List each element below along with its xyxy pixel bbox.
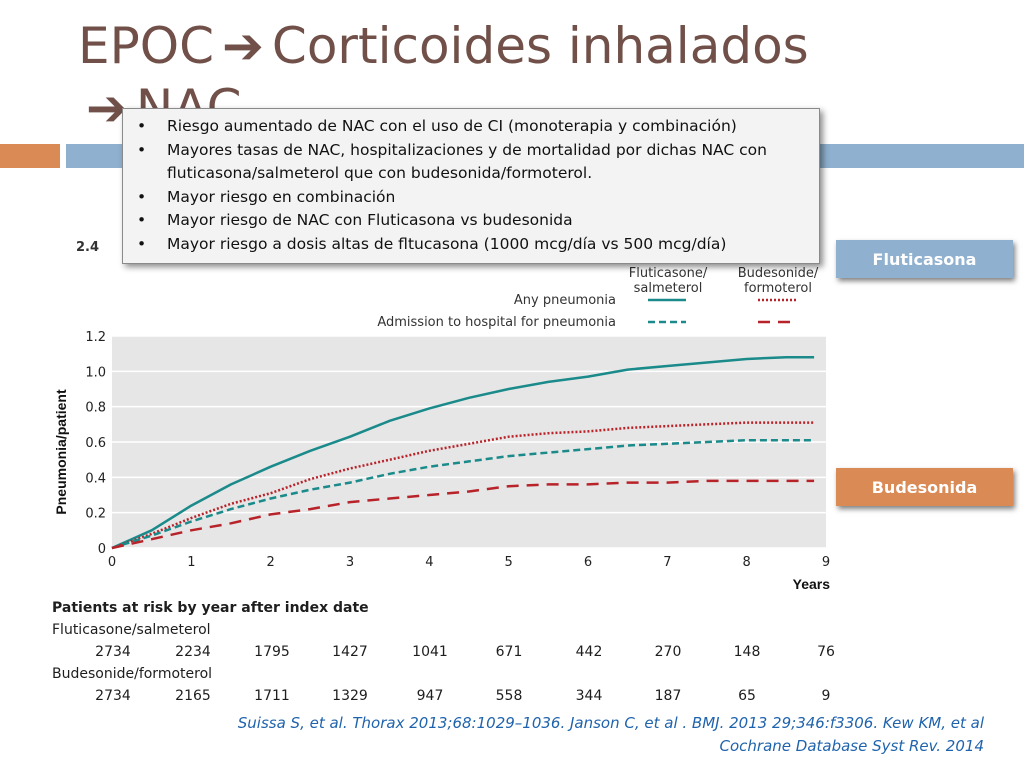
y-axis-label: Pneumonia/patient (53, 389, 69, 515)
bullet-item: Mayores tasas de NAC, hospitalizaciones … (137, 139, 819, 186)
reference-line-1: Suissa S, et al. Thorax 2013;68:1029–103… (237, 714, 984, 732)
series-line-0 (111, 355, 815, 550)
x-tick-label: 7 (663, 555, 671, 570)
arrow-right-icon: ➔ (222, 17, 264, 75)
legend: Fluticasone/ salmeterol Budesonide/ form… (377, 266, 819, 330)
y-tick-label: 1.2 (85, 330, 106, 345)
x-tick-label: 6 (584, 555, 592, 570)
bullet-list: Riesgo aumentado de NAC con el uso de CI… (123, 115, 819, 256)
title-part1: EPOC (78, 17, 215, 75)
partial-axis-label: 2.4 (76, 240, 100, 255)
risk-row-name: Budesonide/formoterol (52, 666, 213, 682)
legend-col-fluticasone-2: salmeterol (634, 281, 703, 296)
label-budesonida: Budesonida (836, 468, 1013, 506)
risk-cell: 2734 (95, 688, 131, 704)
risk-cell: 187 (654, 688, 682, 704)
legend-col-budesonide-2: formoterol (744, 281, 812, 296)
series-line-2 (111, 438, 815, 550)
risk-cell: 1795 (254, 644, 290, 660)
risk-cell: 344 (575, 688, 603, 704)
legend-col-budesonide: Budesonide/ (738, 266, 819, 281)
x-tick-label: 1 (187, 555, 195, 570)
reference-citation: Suissa S, et al. Thorax 2013;68:1029–103… (144, 712, 984, 758)
risk-cell: 2165 (175, 688, 211, 704)
risk-table-title: Patients at risk by year after index dat… (52, 600, 369, 616)
x-tick-label: 0 (108, 555, 116, 570)
legend-row-any-pneumonia: Any pneumonia (514, 293, 616, 308)
risk-cell: 558 (495, 688, 523, 704)
x-tick-label: 2 (267, 555, 275, 570)
y-tick-label: 0.8 (85, 401, 106, 416)
accent-bar-orange (0, 144, 60, 168)
title-part2: Corticoides inhalados (271, 17, 809, 75)
y-tick-label: 0.4 (85, 471, 106, 486)
bullet-item: Mayor riesgo a dosis altas de fltucasona… (137, 233, 819, 257)
risk-cell: 1329 (332, 688, 368, 704)
y-tick-label: 0.6 (85, 436, 106, 451)
bullet-item: Mayor riesgo de NAC con Fluticasona vs b… (137, 209, 819, 233)
x-tick-label: 4 (425, 555, 433, 570)
legend-col-fluticasone: Fluticasone/ (629, 266, 708, 281)
y-tick-label: 0 (98, 542, 106, 557)
bullet-box: Riesgo aumentado de NAC con el uso de CI… (122, 108, 820, 264)
risk-cell: 65 (738, 688, 756, 704)
risk-cell: 1711 (254, 688, 290, 704)
label-fluticasona: Fluticasona (836, 240, 1013, 278)
risk-cell: 1041 (412, 644, 448, 660)
risk-cell: 270 (654, 644, 682, 660)
x-axis-label: Years (793, 576, 831, 592)
risk-cell: 76 (817, 644, 835, 660)
risk-cell: 671 (495, 644, 523, 660)
x-tick-label: 5 (505, 555, 513, 570)
legend-row-admission: Admission to hospital for pneumonia (377, 315, 616, 330)
risk-cell: 2234 (175, 644, 211, 660)
risk-cell: 148 (733, 644, 761, 660)
bullet-item: Mayor riesgo en combinación (137, 186, 819, 210)
series-line-1 (111, 421, 815, 550)
bullet-item: Riesgo aumentado de NAC con el uso de CI… (137, 115, 819, 139)
risk-cell: 442 (575, 644, 603, 660)
risk-cell: 1427 (332, 644, 368, 660)
y-tick-label: 1.0 (85, 365, 106, 380)
x-tick-label: 8 (743, 555, 751, 570)
x-tick-label: 9 (822, 555, 830, 570)
risk-cell: 947 (416, 688, 444, 704)
x-tick-label: 3 (346, 555, 354, 570)
slide-title: EPOC ➔ Corticoides inhalados (78, 16, 809, 76)
y-tick-label: 0.2 (85, 507, 106, 522)
series-line-3 (111, 479, 815, 550)
risk-cell: 2734 (95, 644, 131, 660)
reference-line-2: Cochrane Database Syst Rev. 2014 (719, 737, 985, 755)
risk-row-name: Fluticasone/salmeterol (52, 622, 211, 638)
risk-cell: 9 (821, 688, 831, 704)
arrow-right-icon: ➔ (86, 79, 128, 137)
